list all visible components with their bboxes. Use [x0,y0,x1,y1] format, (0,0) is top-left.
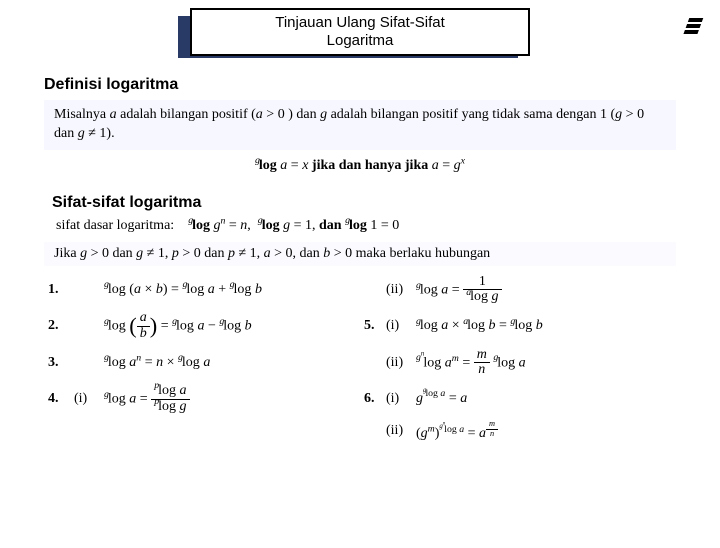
table-row: 4. (i) glog a = plog aplog g 6. (i) gglo… [44,381,676,417]
table-row: (ii) (gm)gnlog a = amn [44,417,676,445]
prop-formula: (gm)gnlog a = amn [412,417,676,445]
definition-formula: glog a = x jika dan hanya jika a = gx [0,158,720,174]
prop-num: 3. [44,345,70,381]
slide-title-container: Tinjauan Ulang Sifat-Sifat Logaritma [190,8,530,56]
prop-formula: gglog a = a [412,381,676,417]
prop-formula: glog (a × b) = glog a + glog b [100,272,360,308]
prop-sub: (ii) [382,272,412,308]
table-row: 1. glog (a × b) = glog a + glog b (ii) g… [44,272,676,308]
sifat-dasar-formula: glog gn = n, glog g = 1, dan glog 1 = 0 [188,218,399,233]
prop-sub: (ii) [382,345,412,381]
title-line2: Logaritma [327,32,394,49]
prop-num: 5. [360,308,382,344]
prop-sub: (i) [70,381,100,417]
prop-sub: (ii) [382,417,412,445]
prop-sub: (i) [382,308,412,344]
prop-num: 4. [44,381,70,417]
prop-formula: glog a × alog b = glog b [412,308,676,344]
prop-formula: glog a = plog aplog g [100,381,360,417]
sifat-dasar-row: sifat dasar logaritma: glog gn = n, glog… [56,218,676,234]
book-icon [678,16,708,47]
table-row: 2. glog (ab) = glog a − glog b 5. (i) gl… [44,308,676,344]
prop-formula: glog a = 1alog g [412,272,676,308]
properties-table: 1. glog (a × b) = glog a + glog b (ii) g… [44,272,676,446]
heading-sifat: Sifat-sifat logaritma [52,194,720,212]
prop-num: 2. [44,308,70,344]
prop-sub: (i) [382,381,412,417]
prop-formula: glog (ab) = glog a − glog b [100,308,360,344]
prop-formula: glog an = n × glog a [100,345,360,381]
sifat-dasar-label: sifat dasar logaritma: [56,218,174,233]
definition-text: Misalnya a adalah bilangan positif (a > … [54,107,644,141]
slide-title: Tinjauan Ulang Sifat-Sifat Logaritma [190,8,530,56]
heading-definisi: Definisi logaritma [44,76,720,94]
table-row: 3. glog an = n × glog a (ii) gnlog am = … [44,345,676,381]
condition-box: Jika g > 0 dan g ≠ 1, p > 0 dan p ≠ 1, a… [44,242,676,266]
title-line1: Tinjauan Ulang Sifat-Sifat [275,14,445,31]
prop-formula: gnlog am = mn glog a [412,345,676,381]
prop-num: 6. [360,381,382,417]
definition-box: Misalnya a adalah bilangan positif (a > … [44,100,676,150]
prop-num: 1. [44,272,70,308]
